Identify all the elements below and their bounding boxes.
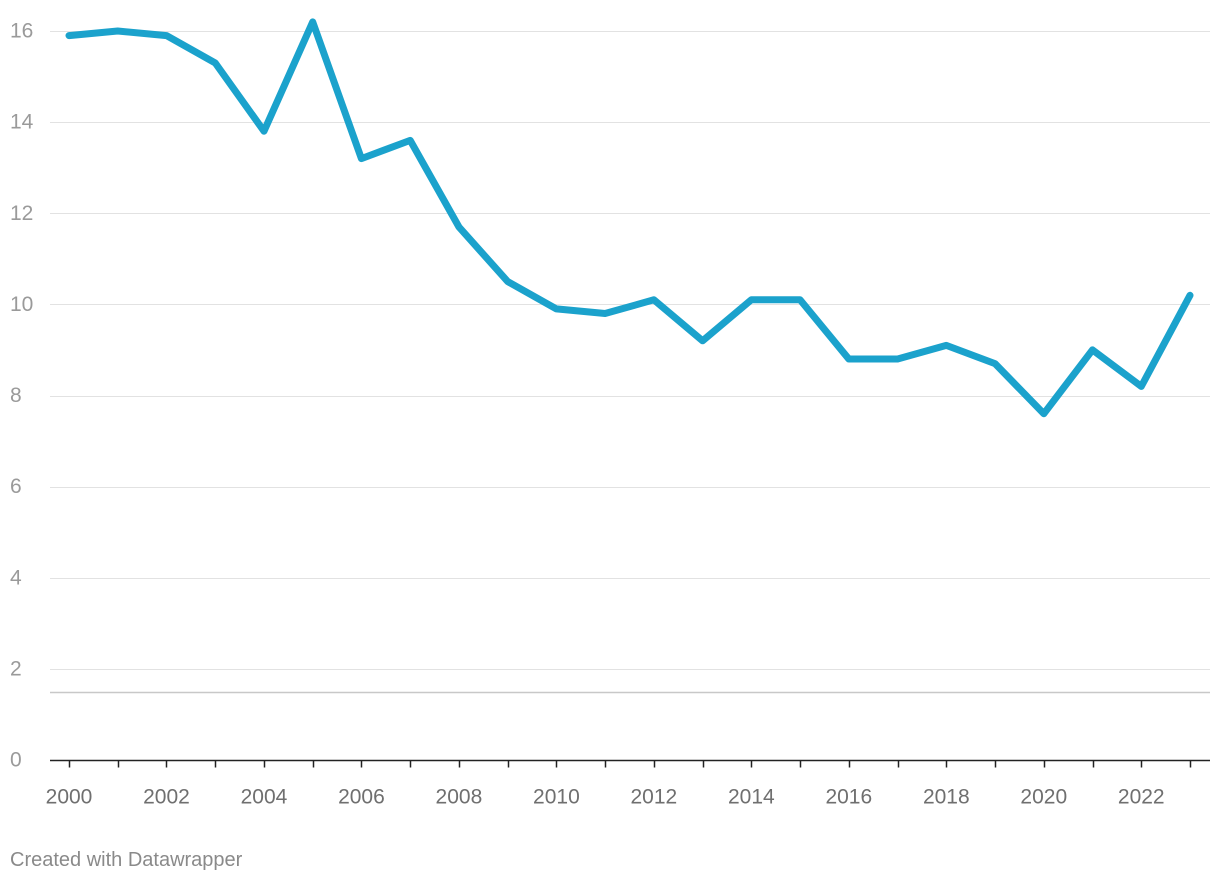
data-point bbox=[699, 337, 706, 344]
footer-credit: Created with Datawrapper bbox=[10, 849, 243, 871]
x-tick-label: 2002 bbox=[143, 786, 190, 809]
x-tick-label: 2012 bbox=[631, 786, 678, 809]
data-point bbox=[845, 356, 852, 363]
y-tick-label: 2 bbox=[10, 657, 22, 680]
data-point bbox=[163, 32, 170, 39]
gridlines bbox=[50, 31, 1210, 670]
x-tick-label: 2016 bbox=[825, 786, 872, 809]
x-tick-label: 2008 bbox=[436, 786, 483, 809]
data-point bbox=[943, 342, 950, 349]
y-tick-label: 8 bbox=[10, 384, 22, 407]
y-tick-label: 6 bbox=[10, 475, 22, 498]
y-tick-label: 0 bbox=[10, 749, 22, 772]
data-point bbox=[797, 296, 804, 303]
x-axis bbox=[50, 759, 1210, 768]
data-point bbox=[261, 128, 268, 135]
x-tick-label: 2022 bbox=[1118, 786, 1165, 809]
y-tick-label: 10 bbox=[10, 293, 33, 316]
y-tick-label: 4 bbox=[10, 566, 22, 589]
x-tick-label: 2006 bbox=[338, 786, 385, 809]
data-point bbox=[407, 137, 414, 144]
data-point bbox=[748, 296, 755, 303]
data-point bbox=[1187, 292, 1194, 299]
y-tick-label: 14 bbox=[10, 111, 34, 134]
data-point bbox=[309, 18, 316, 25]
data-point bbox=[1138, 383, 1145, 390]
x-axis-tick-labels: 2000 2002 2004 2006 2008 2010 2012 2014 2016 2018… bbox=[46, 786, 1165, 809]
data-point bbox=[114, 28, 121, 35]
data-point bbox=[650, 296, 657, 303]
data-point bbox=[66, 32, 73, 39]
x-tick-label: 2010 bbox=[533, 786, 580, 809]
x-tick-label: 2020 bbox=[1020, 786, 1067, 809]
data-point bbox=[602, 310, 609, 317]
data-point bbox=[455, 223, 462, 230]
x-tick-label: 2014 bbox=[728, 786, 775, 809]
data-point bbox=[504, 278, 511, 285]
data-point bbox=[212, 59, 219, 66]
data-point bbox=[1089, 346, 1096, 353]
series-line bbox=[65, 18, 1194, 418]
y-tick-label: 12 bbox=[10, 202, 33, 225]
data-point bbox=[358, 155, 365, 162]
data-point bbox=[553, 305, 560, 312]
y-axis-tick-labels: 0 2 4 6 8 10 12 14 16 bbox=[10, 20, 34, 772]
y-tick-label: 16 bbox=[10, 20, 33, 43]
data-point bbox=[1040, 410, 1047, 417]
series-layer bbox=[65, 18, 1194, 418]
data-point bbox=[894, 356, 901, 363]
x-tick-label: 2004 bbox=[241, 786, 288, 809]
x-tick-label: 2018 bbox=[923, 786, 970, 809]
x-tick-label: 2000 bbox=[46, 786, 93, 809]
data-point bbox=[992, 360, 999, 367]
